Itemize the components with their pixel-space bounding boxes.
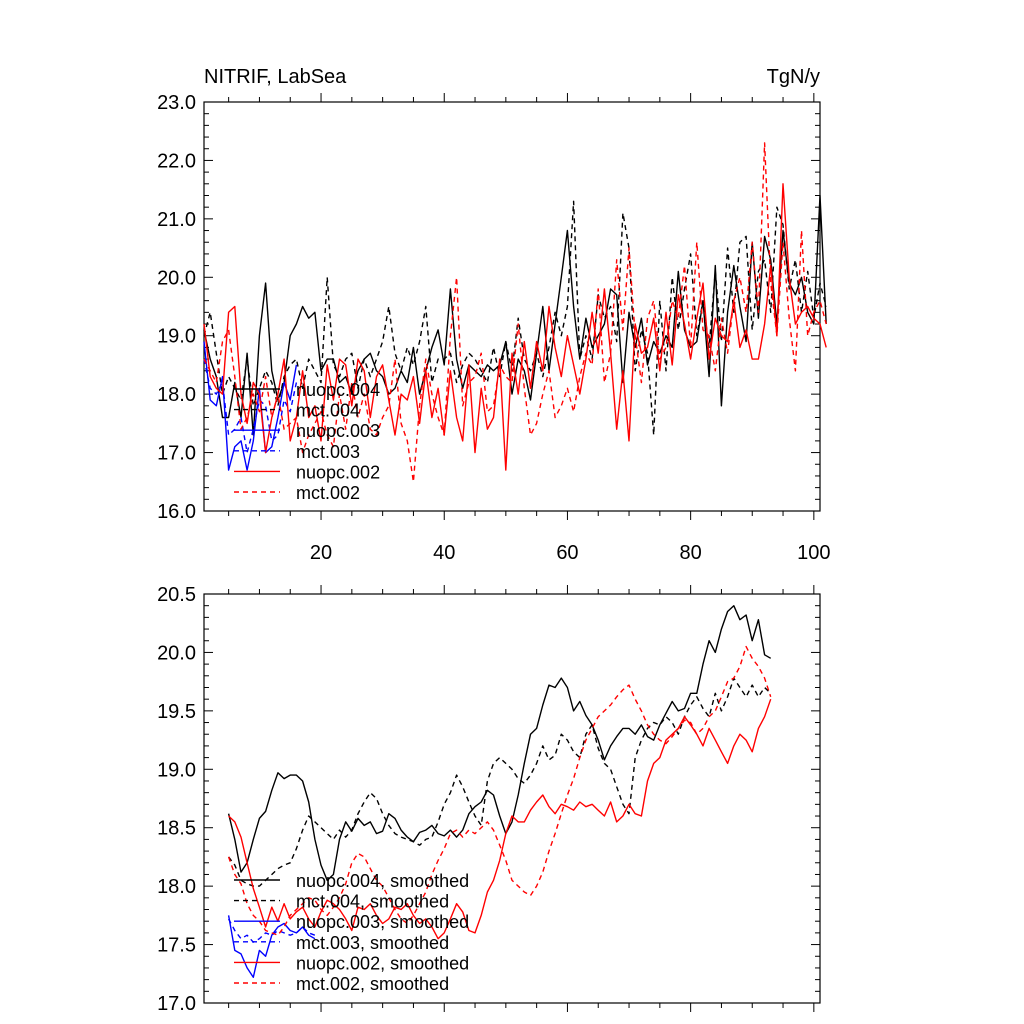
- series-line-mct-002-smoothed: [227, 645, 772, 936]
- x-tick-label: 100: [797, 542, 830, 564]
- y-tick-label: 23.0: [157, 92, 196, 114]
- x-tick-label: 80: [680, 542, 702, 564]
- series-line-mct-003: [203, 358, 298, 454]
- y-tick-label: 17.0: [157, 993, 196, 1015]
- series-line-mct-004-smoothed: [228, 677, 772, 887]
- y-tick-label: 20.5: [157, 584, 196, 606]
- y-tick-label: 21.0: [157, 209, 196, 231]
- y-tick-label: 18.5: [157, 818, 196, 840]
- y-tick-label: 17.5: [157, 935, 196, 957]
- plot-frame: [203, 101, 821, 512]
- x-tick-label: 60: [556, 542, 578, 564]
- legend-label: nuopc.002, smoothed: [296, 953, 469, 973]
- y-tick-label: 20.0: [157, 267, 196, 289]
- legend-label: nuopc.002: [296, 462, 380, 482]
- legend-label: mct.003: [296, 442, 360, 462]
- legend-label: nuopc.003, smoothed: [296, 912, 469, 932]
- series-line-nuopc-002: [203, 183, 827, 471]
- legend-label: mct.004: [296, 401, 360, 421]
- legend-label: mct.002: [296, 483, 360, 503]
- y-tick-label: 18.0: [157, 876, 196, 898]
- y-tick-label: 19.5: [157, 701, 196, 723]
- legend-label: nuopc.004: [296, 380, 380, 400]
- top-plot-area: 16.0 17.0 18.0 19.0 20.0 21.0 22.0 23.0 20 40 60 80…: [157, 92, 830, 564]
- y-tick-label: 19.0: [157, 759, 196, 781]
- series-line-mct-002: [203, 142, 827, 483]
- top-chart-title: NITRIF, LabSea: [204, 66, 347, 88]
- bottom-plot-area: 17.0 17.5 18.0 18.5 19.0 19.5 20.0 20.5 nuopc.00…: [157, 584, 821, 1015]
- y-tick-label: 16.0: [157, 501, 196, 523]
- series-line-mct-004: [203, 200, 827, 436]
- y-tick-label: 17.0: [157, 443, 196, 465]
- x-tick-label: 20: [310, 542, 332, 564]
- top-chart-units: TgN/y: [767, 66, 820, 88]
- series-line-nuopc-002-smoothed: [228, 698, 772, 940]
- legend-label: nuopc.004, smoothed: [296, 871, 469, 891]
- bottom-panel: 17.0 17.5 18.0 18.5 19.0 19.5 20.0 20.5 nuopc.00…: [157, 584, 821, 1015]
- legend-label: mct.002, smoothed: [296, 974, 449, 994]
- y-tick-label: 20.0: [157, 642, 196, 664]
- y-tick-label: 22.0: [157, 150, 196, 172]
- y-tick-label: 19.0: [157, 326, 196, 348]
- legend-label: nuopc.003: [296, 421, 380, 441]
- top-panel: NITRIF, LabSea TgN/y 16.0 17.0 18.0 19.0 20.…: [157, 66, 830, 564]
- series-line-nuopc-004-smoothed: [227, 605, 772, 881]
- x-tick-label: 40: [433, 542, 455, 564]
- legend-label: mct.004, smoothed: [296, 892, 449, 912]
- legend-label: mct.003, smoothed: [296, 933, 449, 953]
- y-tick-label: 18.0: [157, 384, 196, 406]
- plot-frame: [203, 593, 821, 1004]
- series-line-nuopc-003-smoothed: [227, 915, 316, 978]
